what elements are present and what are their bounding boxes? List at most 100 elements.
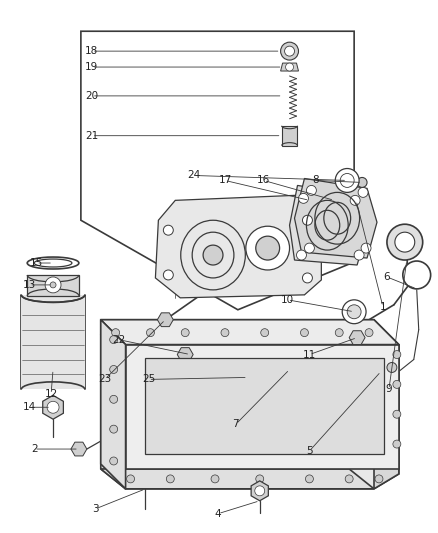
Circle shape	[256, 475, 264, 483]
Text: 10: 10	[281, 295, 294, 305]
Circle shape	[307, 185, 316, 196]
Circle shape	[303, 273, 312, 283]
Text: 3: 3	[92, 504, 99, 514]
Circle shape	[375, 475, 383, 483]
Polygon shape	[281, 63, 298, 71]
Circle shape	[393, 410, 401, 418]
Text: 14: 14	[23, 402, 36, 412]
Text: 11: 11	[303, 350, 316, 360]
Circle shape	[181, 329, 189, 337]
Circle shape	[221, 329, 229, 337]
Circle shape	[303, 215, 312, 225]
Polygon shape	[157, 313, 173, 327]
Polygon shape	[116, 335, 389, 367]
Circle shape	[354, 250, 364, 260]
Polygon shape	[101, 320, 399, 345]
Text: 2: 2	[31, 444, 38, 454]
Circle shape	[297, 250, 307, 260]
Circle shape	[112, 329, 120, 337]
Circle shape	[361, 243, 371, 253]
Polygon shape	[71, 442, 87, 456]
Text: 5: 5	[306, 446, 313, 456]
Circle shape	[393, 440, 401, 448]
Circle shape	[281, 42, 298, 60]
Circle shape	[146, 329, 155, 337]
Text: 18: 18	[85, 46, 99, 56]
Polygon shape	[155, 196, 321, 298]
Text: 1: 1	[380, 302, 386, 312]
Circle shape	[163, 270, 173, 280]
Text: 8: 8	[312, 175, 319, 185]
Circle shape	[393, 351, 401, 359]
Text: 20: 20	[85, 91, 99, 101]
Text: 17: 17	[218, 175, 232, 185]
Circle shape	[203, 245, 223, 265]
Circle shape	[393, 381, 401, 389]
Circle shape	[110, 425, 118, 433]
Polygon shape	[290, 185, 367, 265]
Polygon shape	[349, 331, 365, 344]
Text: 15: 15	[29, 258, 43, 268]
Circle shape	[300, 329, 308, 337]
Circle shape	[163, 225, 173, 235]
Circle shape	[357, 177, 367, 188]
Polygon shape	[101, 335, 126, 489]
Polygon shape	[101, 469, 374, 489]
Text: 6: 6	[384, 272, 390, 282]
Text: 13: 13	[23, 280, 36, 290]
Polygon shape	[374, 345, 399, 489]
Circle shape	[298, 193, 308, 203]
Text: 9: 9	[385, 384, 392, 394]
Circle shape	[285, 46, 294, 56]
Circle shape	[335, 168, 359, 192]
Polygon shape	[145, 358, 384, 454]
Circle shape	[345, 475, 353, 483]
Circle shape	[403, 261, 431, 289]
Circle shape	[255, 486, 265, 496]
Circle shape	[387, 224, 423, 260]
Circle shape	[127, 475, 134, 483]
Circle shape	[45, 277, 61, 293]
Polygon shape	[101, 320, 399, 360]
Circle shape	[347, 305, 361, 319]
Text: 19: 19	[85, 62, 99, 72]
Text: 4: 4	[215, 508, 221, 519]
Circle shape	[305, 475, 314, 483]
Polygon shape	[21, 295, 85, 389]
Circle shape	[211, 475, 219, 483]
Circle shape	[50, 282, 56, 288]
Polygon shape	[177, 348, 193, 361]
Circle shape	[395, 232, 415, 252]
Circle shape	[286, 63, 293, 71]
Text: 22: 22	[112, 335, 125, 345]
Circle shape	[335, 329, 343, 337]
Circle shape	[242, 372, 254, 383]
Circle shape	[246, 226, 290, 270]
Circle shape	[110, 366, 118, 374]
Circle shape	[304, 243, 314, 253]
Circle shape	[342, 300, 366, 324]
Text: 23: 23	[98, 374, 111, 384]
Circle shape	[350, 196, 360, 205]
Polygon shape	[27, 275, 79, 296]
Circle shape	[110, 336, 118, 344]
Polygon shape	[282, 126, 297, 146]
Circle shape	[110, 457, 118, 465]
Polygon shape	[101, 320, 126, 489]
Text: 16: 16	[257, 175, 270, 185]
Text: 7: 7	[233, 419, 239, 429]
Circle shape	[358, 188, 368, 197]
Polygon shape	[294, 179, 377, 258]
Circle shape	[256, 236, 279, 260]
Circle shape	[110, 395, 118, 403]
Circle shape	[47, 401, 59, 413]
Polygon shape	[251, 481, 268, 501]
Text: 25: 25	[142, 374, 155, 384]
Circle shape	[365, 329, 373, 337]
Circle shape	[261, 329, 268, 337]
Circle shape	[387, 362, 397, 373]
Text: 21: 21	[85, 131, 99, 141]
Polygon shape	[43, 395, 64, 419]
Circle shape	[166, 475, 174, 483]
Circle shape	[340, 173, 354, 188]
